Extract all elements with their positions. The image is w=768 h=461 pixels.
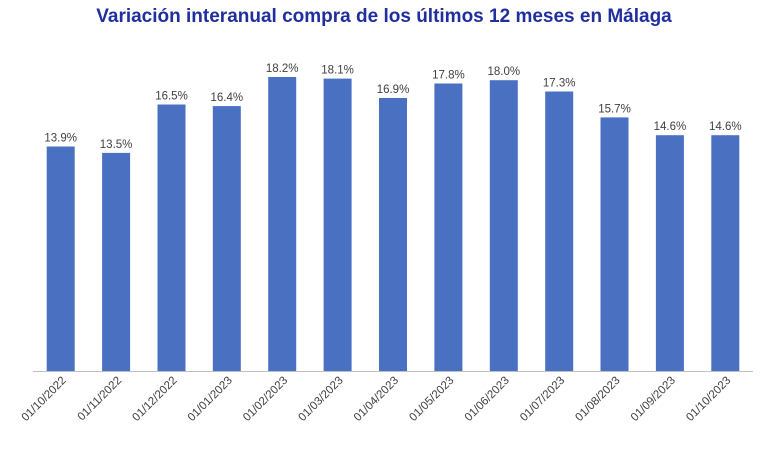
bar-11 (655, 135, 684, 371)
x-tick-label-11: 01/09/2023 (629, 375, 678, 424)
x-tick-label-10: 01/08/2023 (573, 375, 622, 424)
bar-1 (102, 152, 131, 371)
data-labels-group: 13.9% 13.5% 16.5% 16.4% 18.2% 18.1% 16.9% 17.8%… (44, 63, 741, 151)
data-label-8: 18.0% (487, 66, 520, 78)
data-label-11: 14.6% (654, 121, 687, 133)
data-label-3: 16.4% (210, 92, 243, 104)
data-label-10: 15.7% (598, 103, 631, 115)
bar-3 (212, 106, 241, 371)
data-label-6: 16.9% (377, 84, 410, 96)
bars-group (46, 77, 740, 372)
bar-0 (46, 146, 75, 371)
data-label-12: 14.6% (709, 121, 742, 133)
x-tick-label-0: 01/10/2022 (20, 375, 69, 424)
bar-5 (323, 78, 352, 371)
bar-2 (157, 104, 186, 371)
data-label-1: 13.5% (100, 139, 133, 151)
bar-10 (600, 117, 629, 372)
bar-7 (434, 83, 463, 371)
data-label-0: 13.9% (44, 133, 77, 145)
x-tick-label-12: 01/10/2023 (684, 375, 733, 424)
data-label-9: 17.3% (543, 78, 576, 90)
bar-4 (268, 77, 297, 371)
bar-9 (545, 91, 574, 371)
x-tick-label-7: 01/05/2023 (407, 375, 456, 424)
x-tick-label-2: 01/12/2022 (130, 375, 179, 424)
bar-6 (379, 98, 407, 371)
x-tick-label-9: 01/07/2023 (518, 375, 567, 424)
data-label-4: 18.2% (266, 63, 299, 75)
x-tick-label-6: 01/04/2023 (352, 375, 401, 424)
x-tick-labels-group: 01/10/2022 01/11/2022 01/12/2022 01/01/2023… (20, 375, 734, 424)
data-label-7: 17.8% (432, 70, 465, 82)
data-label-5: 18.1% (321, 65, 354, 77)
x-tick-label-1: 01/11/2022 (76, 375, 125, 424)
x-tick-label-5: 01/03/2023 (297, 375, 346, 424)
bar-12 (711, 135, 740, 371)
x-tick-label-8: 01/06/2023 (463, 375, 512, 424)
bar-8 (489, 80, 518, 371)
data-label-2: 16.5% (155, 91, 188, 103)
x-tick-label-4: 01/02/2023 (241, 375, 290, 424)
x-tick-label-3: 01/01/2023 (186, 375, 235, 424)
chart-title: Variación interanual compra de los últim… (96, 6, 672, 27)
